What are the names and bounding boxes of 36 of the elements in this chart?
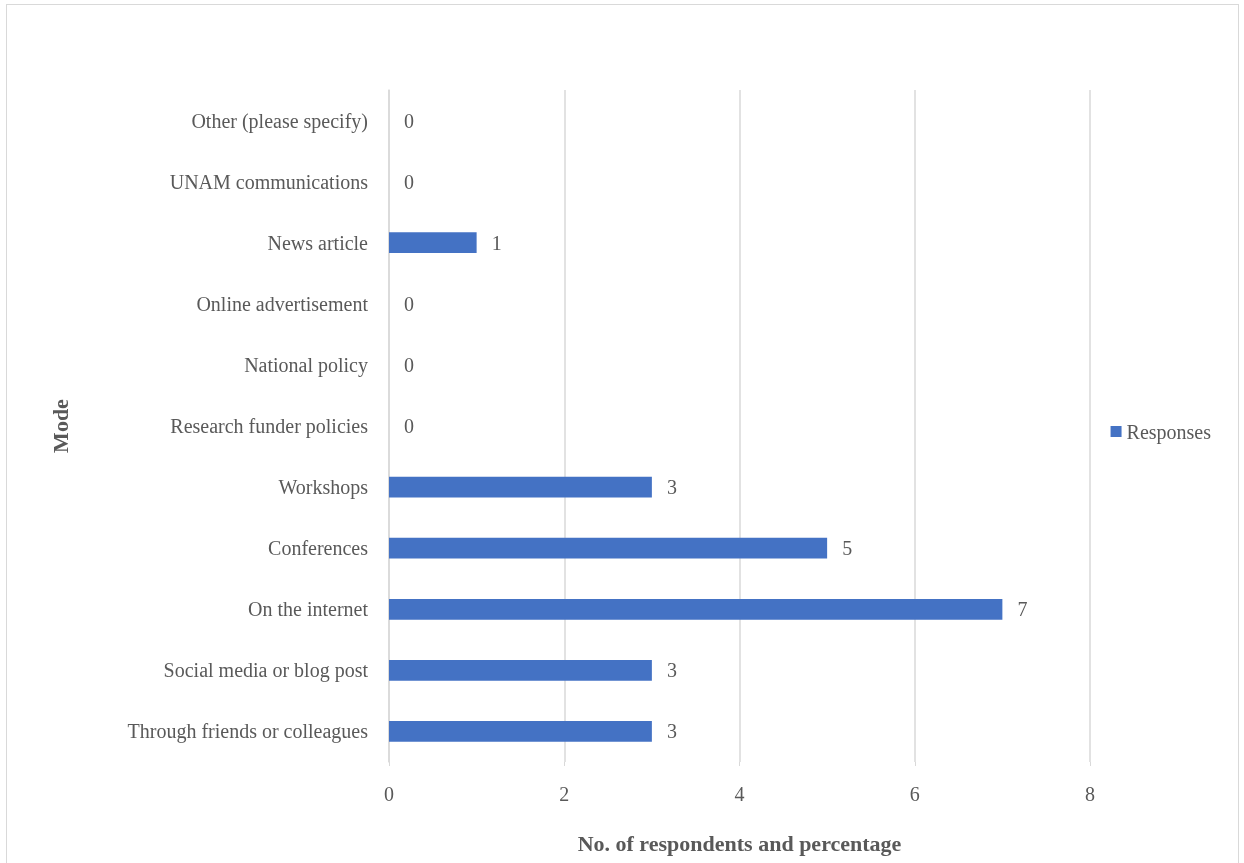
bar <box>389 659 652 681</box>
x-tick-label: 0 <box>384 783 394 805</box>
y-tick-label: Through friends or colleagues <box>127 720 369 744</box>
y-tick-label: UNAM communications <box>169 170 369 193</box>
y-tick-label: Online advertisement <box>196 292 369 315</box>
data-label: 1 <box>491 231 502 254</box>
bar <box>389 476 652 498</box>
data-label: 0 <box>404 415 414 437</box>
data-label: 7 <box>1017 598 1028 621</box>
x-axis-title: No. of respondents and percentage <box>577 830 902 856</box>
x-tick-label: 6 <box>909 783 920 805</box>
y-tick-label: On the internet <box>248 598 369 621</box>
y-tick-label: National policy <box>244 353 368 377</box>
y-axis-title: Mode <box>47 398 73 453</box>
x-tick-label: 4 <box>734 783 745 805</box>
bar <box>389 232 477 254</box>
y-tick-label: Research funder policies <box>170 415 369 438</box>
bar <box>389 537 828 559</box>
x-tick-label: 2 <box>559 783 570 805</box>
y-tick-label: Workshops <box>278 476 369 500</box>
data-label: 3 <box>666 476 677 499</box>
y-tick-label: Conferences <box>268 537 369 560</box>
data-label: 5 <box>842 537 853 560</box>
data-label: 0 <box>404 109 414 132</box>
y-tick-label: Social media or blog post <box>163 659 369 683</box>
data-label: 0 <box>404 170 414 193</box>
x-tick-label: 8 <box>1085 783 1095 805</box>
bar <box>389 598 1003 620</box>
data-label: 3 <box>666 659 677 682</box>
data-label: 0 <box>404 353 414 376</box>
y-tick-label: News article <box>267 231 369 254</box>
legend-label: Responses <box>1126 420 1212 444</box>
data-label: 3 <box>666 720 677 743</box>
y-tick-label: Other (please specify) <box>191 109 368 133</box>
data-label: 0 <box>404 292 414 315</box>
bar <box>389 721 652 742</box>
